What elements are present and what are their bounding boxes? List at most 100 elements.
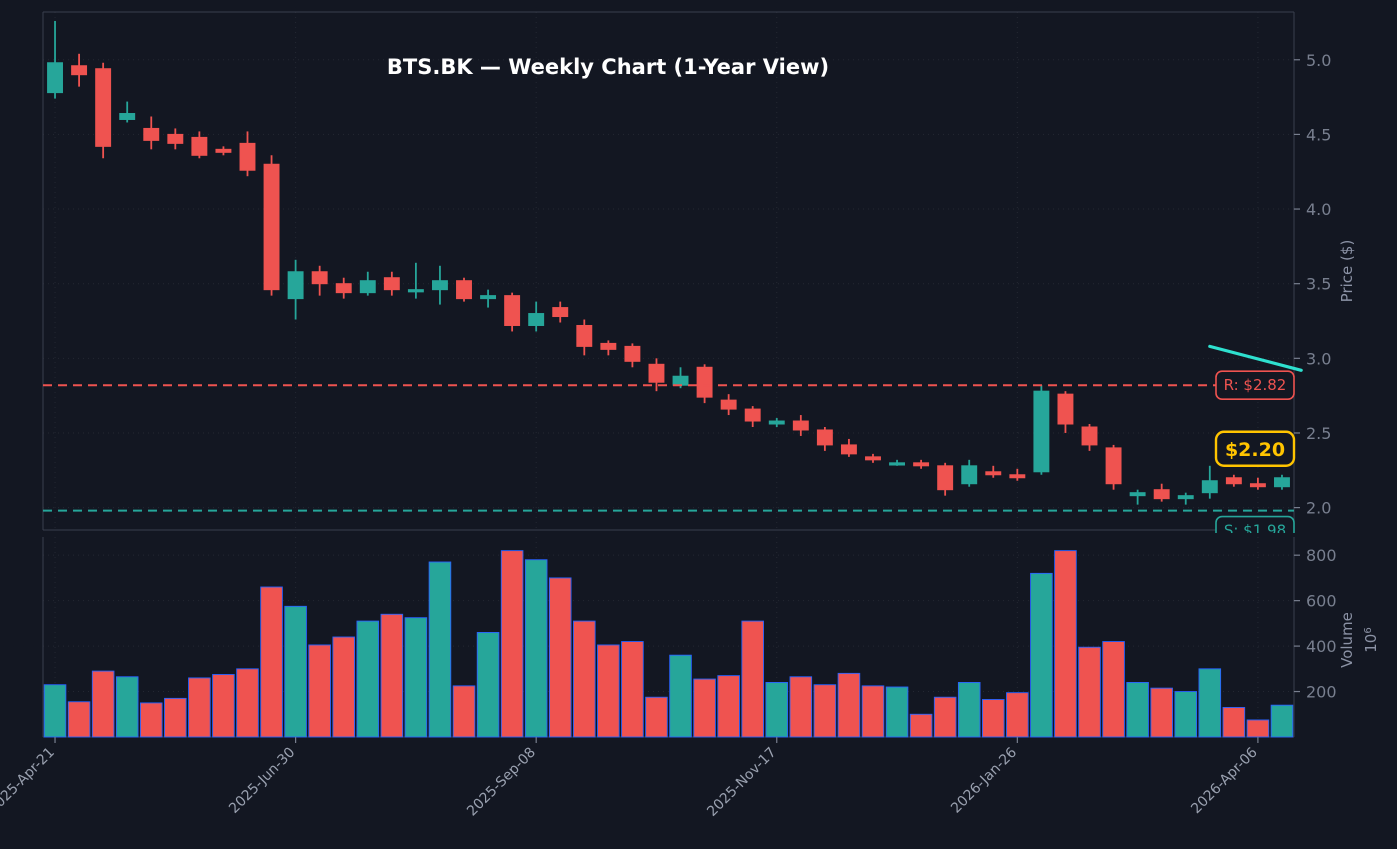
candlestick[interactable] — [1129, 489, 1146, 505]
volume-bar[interactable] — [260, 586, 283, 738]
candlestick[interactable] — [335, 277, 352, 299]
volume-bar[interactable] — [597, 644, 620, 738]
volume-bar[interactable] — [548, 577, 572, 738]
annotation-badges[interactable]: R: $2.82 $2.20 S: $1.98 — [1214, 370, 1296, 545]
candlestick[interactable] — [1225, 474, 1242, 487]
volume-bar[interactable] — [933, 696, 957, 738]
candlestick[interactable] — [167, 128, 184, 150]
volume-bar[interactable] — [67, 701, 91, 738]
candlestick[interactable] — [1057, 391, 1074, 433]
volume-bar[interactable] — [1222, 707, 1246, 738]
candlestick[interactable] — [359, 271, 376, 296]
candlestick[interactable] — [792, 415, 809, 436]
volume-bar[interactable] — [452, 685, 476, 738]
candlestick[interactable] — [1201, 465, 1218, 499]
candlestick[interactable] — [528, 301, 545, 332]
volume-bar[interactable] — [500, 550, 524, 738]
volume-bar[interactable] — [1198, 668, 1222, 738]
support-badge[interactable]: S: $1.98 — [1215, 515, 1295, 545]
volume-bar[interactable] — [885, 686, 909, 738]
volume-bar[interactable] — [1126, 682, 1149, 738]
candlestick[interactable] — [47, 20, 63, 99]
volume-series[interactable] — [43, 550, 1294, 738]
candlestick[interactable] — [985, 465, 1002, 478]
volume-bar[interactable] — [43, 684, 67, 738]
candlestick[interactable] — [431, 265, 448, 305]
volume-bar[interactable] — [284, 605, 307, 738]
candlestick[interactable] — [840, 438, 857, 457]
volume-bar[interactable] — [524, 559, 548, 738]
volume-bar[interactable] — [741, 620, 764, 738]
volume-bar[interactable] — [982, 699, 1005, 738]
volume-bar[interactable] — [645, 696, 668, 738]
candlestick[interactable] — [456, 277, 472, 302]
candlestick[interactable] — [648, 358, 665, 392]
candlestick[interactable] — [480, 289, 497, 308]
candlestick[interactable] — [1177, 492, 1194, 505]
candlestick[interactable] — [263, 155, 280, 296]
candlestick[interactable] — [1033, 385, 1050, 475]
volume-bar[interactable] — [1102, 641, 1125, 738]
candlestick[interactable] — [576, 319, 593, 356]
candlestick[interactable] — [913, 459, 930, 469]
volume-bar[interactable] — [1054, 550, 1077, 738]
volume-bar[interactable] — [957, 682, 981, 738]
volume-bar[interactable] — [164, 697, 187, 738]
candlestick[interactable] — [552, 301, 569, 323]
candlestick[interactable] — [143, 116, 160, 150]
candlestick[interactable] — [937, 462, 954, 496]
candlestick[interactable] — [720, 394, 737, 416]
candlestick[interactable] — [383, 271, 400, 296]
volume-bar[interactable] — [1174, 691, 1198, 738]
candlestick[interactable] — [504, 292, 521, 332]
candlestick[interactable] — [191, 131, 208, 159]
candlestick[interactable] — [1081, 424, 1098, 451]
candlestick[interactable] — [768, 418, 785, 427]
volume-bar[interactable] — [212, 674, 235, 738]
volume-bar[interactable] — [236, 668, 259, 738]
volume-bar[interactable] — [1006, 692, 1029, 738]
candlestick[interactable] — [1105, 444, 1122, 490]
candlestick[interactable] — [287, 259, 304, 320]
volume-bar[interactable] — [332, 636, 355, 738]
candlestick[interactable] — [816, 426, 833, 451]
volume-bar[interactable] — [765, 682, 789, 738]
candlestick[interactable] — [215, 146, 232, 156]
volume-bar[interactable] — [861, 685, 885, 738]
volume-bar[interactable] — [139, 702, 163, 738]
candlestick[interactable] — [407, 262, 424, 299]
candlestick[interactable] — [865, 453, 881, 463]
volume-bar[interactable] — [115, 676, 139, 738]
volume-bar[interactable] — [1246, 719, 1270, 738]
candlestick-series[interactable] — [47, 20, 1290, 505]
volume-bar[interactable] — [1078, 646, 1101, 738]
volume-bar[interactable] — [1270, 704, 1294, 738]
volume-bar[interactable] — [380, 613, 404, 738]
volume-bar[interactable] — [717, 675, 740, 738]
volume-bar[interactable] — [573, 620, 596, 738]
candlestick[interactable] — [1153, 483, 1170, 502]
volume-bar[interactable] — [693, 678, 716, 738]
volume-bar[interactable] — [91, 670, 115, 738]
candlestick[interactable] — [71, 53, 88, 87]
volume-bar[interactable] — [428, 561, 452, 738]
candlestick[interactable] — [1009, 468, 1026, 481]
volume-bar[interactable] — [476, 632, 500, 738]
candlestick[interactable] — [961, 459, 978, 487]
volume-bar[interactable] — [669, 654, 692, 738]
candlestick[interactable] — [1249, 477, 1266, 490]
volume-bar[interactable] — [356, 620, 380, 738]
candlestick[interactable] — [95, 62, 112, 159]
candlestick[interactable] — [696, 364, 713, 404]
volume-bar[interactable] — [1150, 687, 1173, 738]
volume-bar[interactable] — [909, 713, 933, 738]
candlestick[interactable] — [600, 340, 617, 356]
volume-bar[interactable] — [1030, 572, 1053, 738]
candlestick[interactable] — [1274, 474, 1290, 490]
volume-bar[interactable] — [404, 617, 428, 738]
last-price-badge[interactable]: $2.20 — [1214, 430, 1296, 467]
candlestick[interactable] — [119, 101, 136, 123]
volume-bar[interactable] — [308, 644, 331, 738]
candlestick[interactable] — [889, 459, 906, 466]
